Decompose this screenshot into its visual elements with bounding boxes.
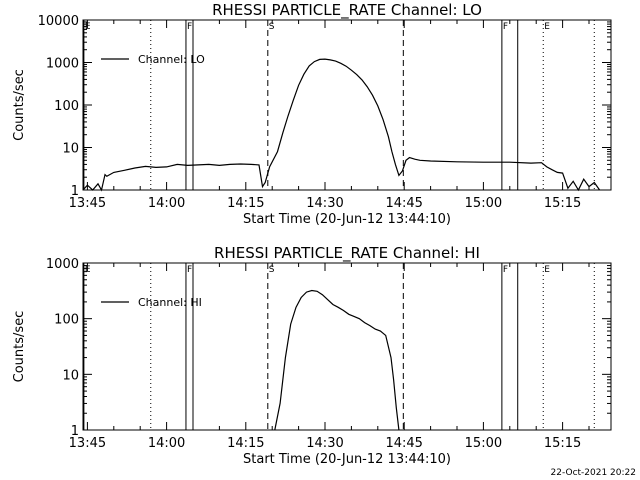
x-tick-label: 15:15 xyxy=(544,436,581,451)
event-marker-label: F xyxy=(187,22,192,32)
x-axis-label: Start Time (20-Jun-12 13:44:10) xyxy=(243,452,451,467)
x-tick-label: 15:00 xyxy=(465,196,502,211)
y-tick-label: 1 xyxy=(71,424,79,439)
data-series-line xyxy=(82,58,601,192)
x-tick-label: 15:00 xyxy=(465,436,502,451)
y-axis-label: Counts/sec xyxy=(12,69,27,141)
y-tick-label: 1000 xyxy=(46,257,79,272)
y-tick-label: 100 xyxy=(54,313,79,328)
plot-frame xyxy=(82,262,612,431)
x-tick-label: 14:15 xyxy=(227,196,264,211)
x-tick-label: 14:00 xyxy=(148,436,185,451)
y-tick-label: 1 xyxy=(71,184,79,199)
x-tick-label: 14:45 xyxy=(385,436,422,451)
y-axis-label: Counts/sec xyxy=(12,311,27,383)
event-marker-label: S xyxy=(269,22,275,32)
event-marker-label: E xyxy=(85,265,91,275)
data-series-line xyxy=(274,289,400,431)
x-tick-label: 14:00 xyxy=(148,196,185,211)
legend-label: Channel: HI xyxy=(138,296,202,309)
event-marker-label: F xyxy=(187,265,192,275)
y-tick-label: 100 xyxy=(54,99,79,114)
event-marker-label: E xyxy=(544,265,550,275)
chart-title: RHESSI PARTICLE_RATE Channel: HI xyxy=(214,244,480,263)
event-marker-label: F xyxy=(503,265,508,275)
x-tick-label: 14:45 xyxy=(385,196,422,211)
event-marker-label: E xyxy=(544,22,550,32)
footer-date: 22-Oct-2021 20:22 xyxy=(551,468,636,478)
hi-channel-panel: RHESSI PARTICLE_RATE Channel: HI Start Ti… xyxy=(12,244,612,467)
y-tick-label: 10 xyxy=(62,142,79,157)
lo-channel-panel: RHESSI PARTICLE_RATE Channel: LO Start Ti… xyxy=(12,1,612,227)
x-tick-label: 14:30 xyxy=(306,196,343,211)
legend-label: Channel: LO xyxy=(138,53,205,66)
x-axis-label: Start Time (20-Jun-12 13:44:10) xyxy=(243,212,451,227)
event-marker-label: F xyxy=(503,22,508,32)
x-tick-label: 13:45 xyxy=(69,436,106,451)
x-tick-label: 14:30 xyxy=(306,436,343,451)
x-tick-label: 13:45 xyxy=(69,196,106,211)
y-tick-label: 1000 xyxy=(46,57,79,72)
chart-title: RHESSI PARTICLE_RATE Channel: LO xyxy=(212,1,482,20)
x-tick-label: 15:15 xyxy=(544,196,581,211)
event-marker-label: E xyxy=(85,22,91,32)
y-tick-label: 10000 xyxy=(38,14,79,29)
event-marker-label: S xyxy=(269,265,275,275)
plot-frame xyxy=(82,19,612,191)
x-tick-label: 14:15 xyxy=(227,436,264,451)
y-tick-label: 10 xyxy=(62,368,79,383)
